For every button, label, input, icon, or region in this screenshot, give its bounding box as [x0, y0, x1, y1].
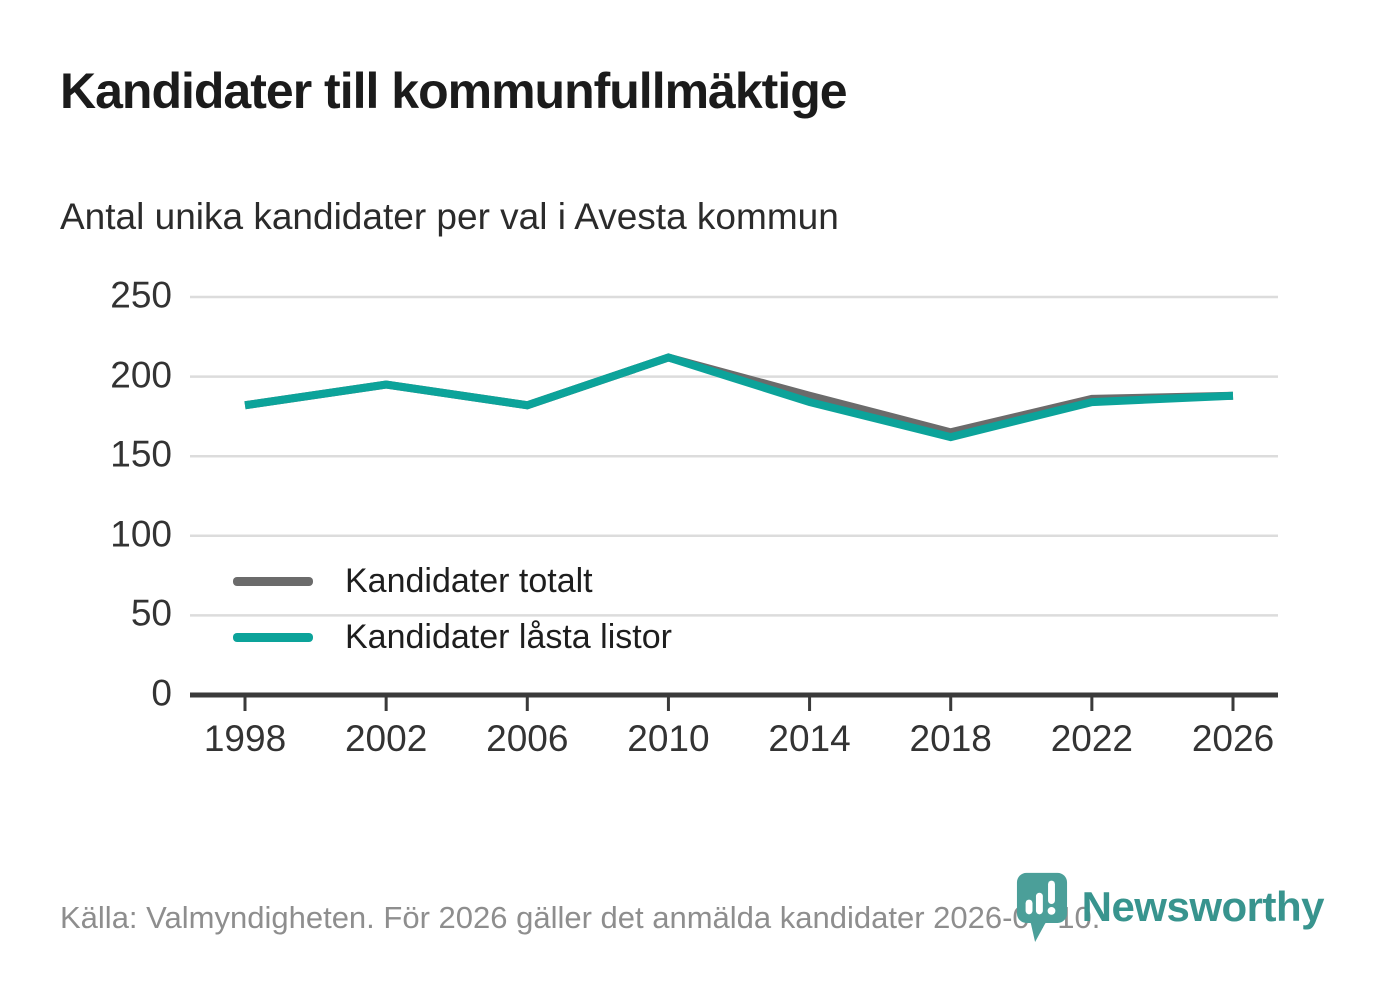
legend-item-total: Kandidater totalt [233, 553, 672, 609]
y-tick-label: 0 [151, 672, 172, 714]
y-tick-label: 100 [110, 513, 172, 555]
source-note: Källa: Valmyndigheten. För 2026 gäller d… [60, 900, 1101, 935]
legend-swatch-total [233, 576, 313, 586]
legend-item-locked: Kandidater låsta listor [233, 609, 672, 665]
legend-swatch-locked [233, 632, 313, 642]
newsworthy-logo: Newsworthy [1016, 872, 1325, 948]
x-tick-label: 2018 [909, 718, 992, 759]
chart-title: Kandidater till kommunfullmäktige [60, 63, 848, 119]
series-line [244, 353, 1234, 437]
legend-label-locked: Kandidater låsta listor [345, 617, 672, 656]
y-tick-label: 250 [110, 274, 172, 316]
y-tick-label: 50 [130, 592, 172, 634]
x-tick-label: 1998 [203, 718, 287, 759]
legend-label-total: Kandidater totalt [345, 561, 593, 600]
x-tick-label: 2006 [486, 718, 569, 759]
y-tick-label: 150 [110, 433, 172, 475]
y-tick-label: 200 [110, 353, 172, 395]
newsworthy-speech-bubble-barchart-icon [1016, 872, 1067, 942]
series-line [244, 353, 1234, 442]
x-tick-label: 2010 [627, 718, 710, 759]
chart-subtitle: Antal unika kandidater per val i Avesta … [60, 196, 839, 237]
newsworthy-logo-text: Newsworthy [1081, 883, 1325, 930]
x-tick-label: 2002 [344, 718, 428, 759]
x-tick-label: 2022 [1050, 718, 1133, 759]
x-tick-label: 2014 [768, 718, 851, 759]
chart-legend: Kandidater totalt Kandidater låsta listo… [233, 553, 672, 665]
x-tick-label: 2026 [1191, 718, 1275, 759]
